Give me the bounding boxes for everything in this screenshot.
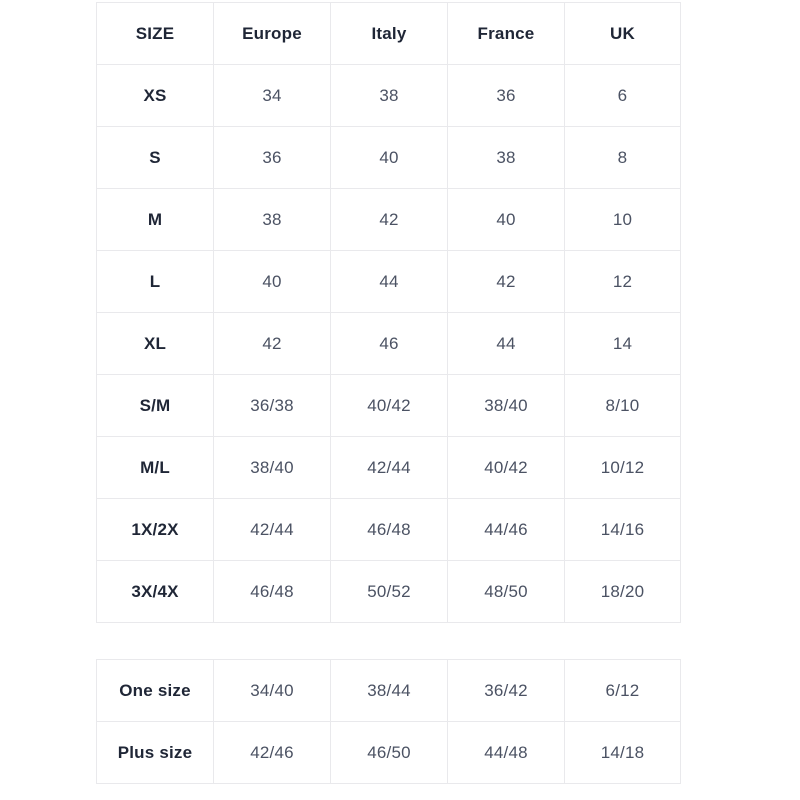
cell-france: 40/42 (447, 436, 565, 499)
cell-uk: 6/12 (564, 659, 681, 722)
table-row: One size 34/40 38/44 36/42 6/12 (96, 659, 681, 722)
column-header-italy: Italy (330, 2, 448, 65)
size-label-m-l: M/L (96, 436, 214, 499)
cell-italy: 46/50 (330, 721, 448, 784)
cell-italy: 40 (330, 126, 448, 189)
cell-europe: 42 (213, 312, 331, 375)
cell-uk: 8 (564, 126, 681, 189)
cell-europe: 40 (213, 250, 331, 313)
cell-uk: 14/16 (564, 498, 681, 561)
size-label-s-m: S/M (96, 374, 214, 437)
cell-uk: 6 (564, 64, 681, 127)
universal-size-table: One size 34/40 38/44 36/42 6/12 Plus siz… (96, 659, 681, 784)
cell-uk: 8/10 (564, 374, 681, 437)
table-row: XS 34 38 36 6 (96, 64, 681, 127)
cell-italy: 46/48 (330, 498, 448, 561)
cell-uk: 14 (564, 312, 681, 375)
cell-italy: 38 (330, 64, 448, 127)
cell-uk: 12 (564, 250, 681, 313)
size-chart-container: SIZE Europe Italy France UK XS 34 38 36 … (96, 2, 681, 784)
table-row: 3X/4X 46/48 50/52 48/50 18/20 (96, 560, 681, 623)
column-header-france: France (447, 2, 565, 65)
size-label-xs: XS (96, 64, 214, 127)
size-label-1x-2x: 1X/2X (96, 498, 214, 561)
size-label-3x-4x: 3X/4X (96, 560, 214, 623)
cell-france: 48/50 (447, 560, 565, 623)
table-row: M 38 42 40 10 (96, 188, 681, 251)
table-row: Plus size 42/46 46/50 44/48 14/18 (96, 721, 681, 784)
cell-europe: 46/48 (213, 560, 331, 623)
cell-europe: 36 (213, 126, 331, 189)
cell-france: 40 (447, 188, 565, 251)
cell-europe: 34 (213, 64, 331, 127)
cell-france: 38 (447, 126, 565, 189)
cell-europe: 38 (213, 188, 331, 251)
cell-france: 36/42 (447, 659, 565, 722)
cell-italy: 42 (330, 188, 448, 251)
cell-italy: 44 (330, 250, 448, 313)
column-header-uk: UK (564, 2, 681, 65)
size-label-plus-size: Plus size (96, 721, 214, 784)
size-label-m: M (96, 188, 214, 251)
table-row: XL 42 46 44 14 (96, 312, 681, 375)
cell-italy: 40/42 (330, 374, 448, 437)
cell-france: 44/48 (447, 721, 565, 784)
cell-italy: 50/52 (330, 560, 448, 623)
standard-size-table: SIZE Europe Italy France UK XS 34 38 36 … (96, 2, 681, 623)
cell-italy: 42/44 (330, 436, 448, 499)
size-label-l: L (96, 250, 214, 313)
table-separator-gap (96, 623, 680, 659)
table-row: S 36 40 38 8 (96, 126, 681, 189)
table-row: 1X/2X 42/44 46/48 44/46 14/16 (96, 498, 681, 561)
cell-europe: 42/44 (213, 498, 331, 561)
cell-europe: 36/38 (213, 374, 331, 437)
cell-europe: 34/40 (213, 659, 331, 722)
cell-europe: 42/46 (213, 721, 331, 784)
cell-france: 38/40 (447, 374, 565, 437)
cell-uk: 18/20 (564, 560, 681, 623)
size-label-one-size: One size (96, 659, 214, 722)
cell-europe: 38/40 (213, 436, 331, 499)
cell-uk: 14/18 (564, 721, 681, 784)
table-body: XS 34 38 36 6 S 36 40 38 8 M 38 42 40 10 (96, 64, 681, 623)
table-body: One size 34/40 38/44 36/42 6/12 Plus siz… (96, 659, 681, 784)
column-header-size: SIZE (96, 2, 214, 65)
cell-uk: 10/12 (564, 436, 681, 499)
table-row: M/L 38/40 42/44 40/42 10/12 (96, 436, 681, 499)
cell-uk: 10 (564, 188, 681, 251)
size-label-s: S (96, 126, 214, 189)
header-row: SIZE Europe Italy France UK (96, 2, 681, 65)
cell-france: 42 (447, 250, 565, 313)
table-row: L 40 44 42 12 (96, 250, 681, 313)
cell-france: 44 (447, 312, 565, 375)
table-header: SIZE Europe Italy France UK (96, 2, 681, 65)
column-header-europe: Europe (213, 2, 331, 65)
size-label-xl: XL (96, 312, 214, 375)
table-row: S/M 36/38 40/42 38/40 8/10 (96, 374, 681, 437)
cell-italy: 38/44 (330, 659, 448, 722)
cell-france: 44/46 (447, 498, 565, 561)
cell-france: 36 (447, 64, 565, 127)
cell-italy: 46 (330, 312, 448, 375)
